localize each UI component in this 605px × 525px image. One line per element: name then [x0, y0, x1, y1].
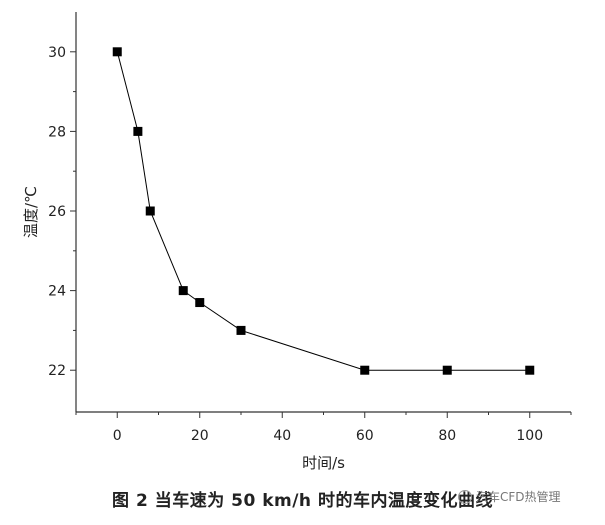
y-tick-label: 28	[48, 124, 66, 140]
x-tick-label: 60	[356, 428, 374, 444]
data-point	[195, 298, 205, 308]
data-point	[525, 365, 535, 375]
axis-labels: 22 24 26 28 30 0 20 40 60 80 100 时间/s 温度/℃	[22, 45, 543, 472]
x-tick-label: 20	[191, 428, 209, 444]
watermark: 汽车CFD热管理	[458, 488, 561, 505]
y-tick-label: 26	[48, 204, 66, 220]
x-axis-title: 时间/s	[302, 454, 345, 472]
data-points	[112, 47, 535, 375]
data-point	[133, 126, 143, 136]
data-point	[145, 206, 155, 216]
x-tick-label: 0	[113, 428, 122, 444]
series-path	[116, 51, 530, 371]
chart-canvas: 22 24 26 28 30 0 20 40 60 80 100 时间/s 温度/℃	[22, 12, 572, 472]
data-point	[178, 286, 188, 296]
series-line	[116, 51, 530, 371]
x-tick-label: 40	[273, 428, 291, 444]
figure-caption: 图 2 当车速为 50 km/h 时的车内温度变化曲线	[112, 491, 493, 511]
data-point	[360, 365, 370, 375]
wechat-icon	[458, 490, 472, 504]
data-point	[236, 325, 246, 335]
y-tick-label: 30	[48, 45, 66, 61]
y-tick-label: 22	[48, 363, 66, 379]
data-point	[112, 47, 122, 57]
axes	[70, 12, 572, 418]
y-axis-title: 温度/℃	[22, 186, 40, 238]
x-tick-label: 100	[516, 428, 543, 444]
data-point	[442, 365, 452, 375]
x-tick-label: 80	[438, 428, 456, 444]
watermark-text: 汽车CFD热管理	[476, 490, 561, 504]
y-tick-label: 24	[48, 284, 66, 300]
